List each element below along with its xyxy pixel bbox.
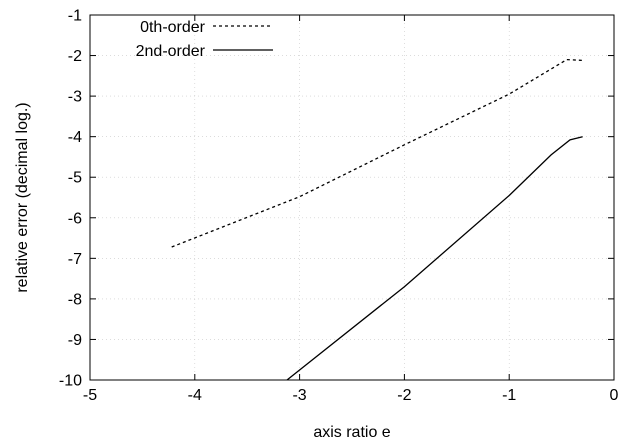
grid-lines [89, 14, 615, 381]
y-axis-label: relative error (decimal log.) [14, 102, 31, 292]
y-tick-label: -2 [68, 48, 82, 65]
x-tick-label: 0 [610, 387, 619, 404]
legend-label: 0th-order [140, 19, 206, 36]
axis-ticks: -5 -4 -3 -2 -1 0-1-2-3-4-5-6-7-8-9-10 [59, 8, 619, 405]
y-tick-label: -7 [68, 251, 82, 268]
y-tick-label: -3 [68, 89, 82, 106]
x-tick-label: -1 [502, 387, 516, 404]
x-tick-label: -3 [292, 387, 306, 404]
legend: 0th-order 2nd-order [136, 19, 273, 60]
x-axis-label: axis ratio e [313, 424, 390, 441]
x-tick-label: -2 [397, 387, 411, 404]
x-tick-label: -4 [188, 387, 202, 404]
y-tick-label: -4 [68, 129, 82, 146]
legend-label: 2nd-order [136, 43, 206, 60]
y-tick-label: -6 [68, 210, 82, 227]
series-lines [171, 58, 583, 381]
y-tick-label: -1 [68, 8, 82, 25]
y-tick-label: -8 [68, 291, 82, 308]
y-tick-label: -10 [59, 373, 82, 390]
y-tick-label: -9 [68, 332, 82, 349]
plot-frame [89, 14, 615, 381]
series-line-0 [171, 58, 583, 248]
x-tick-label: -5 [83, 387, 97, 404]
y-tick-label: -5 [68, 170, 82, 187]
series-line-1 [286, 136, 583, 381]
